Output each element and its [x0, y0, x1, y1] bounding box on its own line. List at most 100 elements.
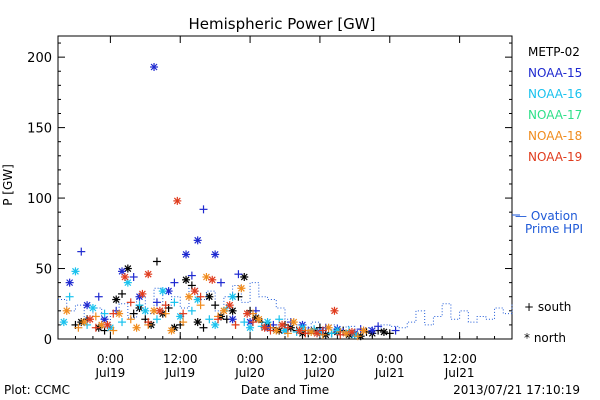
north-point [193, 318, 202, 327]
north-point [115, 309, 124, 318]
north-point [103, 320, 112, 329]
south-point [374, 322, 383, 331]
x-tick-label-date: Jul21 [444, 366, 475, 380]
data-points [59, 63, 400, 341]
south-point [248, 318, 257, 327]
north-point [182, 250, 191, 259]
x-tick-label-time: 12:00 [163, 352, 198, 366]
north-point [167, 326, 176, 335]
south-point [179, 318, 188, 327]
south-point [391, 326, 400, 335]
north-point [368, 326, 377, 335]
south-point [161, 301, 170, 310]
south-marker-legend: + south [524, 300, 571, 314]
south-point [187, 271, 196, 280]
y-axis-ticks: 0 50 100 150 200 [27, 42, 512, 348]
x-tick-label-time: 12:00 [303, 352, 338, 366]
footer-credit: Plot: CCMC [4, 383, 70, 397]
north-point [237, 284, 246, 293]
south-point [234, 270, 243, 279]
south-point [126, 315, 135, 324]
north-point [182, 275, 191, 284]
north-point [144, 270, 153, 279]
south-point [94, 292, 103, 301]
north-point [65, 278, 74, 287]
south-point [216, 278, 225, 287]
north-point [347, 327, 356, 336]
south-point [170, 278, 179, 287]
south-point [135, 301, 144, 310]
south-point [214, 315, 223, 324]
south-point [118, 318, 127, 327]
north-point [225, 301, 234, 310]
south-point [179, 309, 188, 318]
north-point [193, 236, 202, 245]
north-point [123, 264, 132, 273]
north-point [379, 327, 388, 336]
south-point [129, 272, 138, 281]
north-point [141, 306, 150, 315]
north-point [112, 295, 121, 304]
south-point [231, 320, 240, 329]
south-point [283, 323, 292, 332]
y-axis-label: P [GW] [1, 164, 15, 206]
north-point [164, 287, 173, 296]
north-point [211, 250, 220, 259]
north-point [295, 326, 304, 335]
legend-entry: METP-02 [528, 45, 580, 59]
north-point [228, 315, 237, 324]
x-tick-label-time: 0:00 [97, 352, 124, 366]
north-point [71, 267, 80, 276]
north-point [205, 292, 214, 301]
south-point [211, 301, 220, 310]
x-tick-label-time: 0:00 [376, 352, 403, 366]
north-point [190, 287, 199, 296]
north-point [219, 306, 228, 315]
north-point [359, 326, 368, 335]
south-point [152, 257, 161, 266]
y-tick-label: 0 [44, 333, 52, 348]
north-point [132, 323, 141, 332]
south-point [91, 323, 100, 332]
north-point [158, 287, 167, 296]
north-marker-legend: * north [524, 331, 566, 345]
south-point [385, 329, 394, 338]
north-point [62, 306, 71, 315]
south-point [144, 318, 153, 327]
north-point [342, 329, 351, 338]
north-point [123, 278, 132, 287]
south-point [74, 323, 83, 332]
north-point [254, 315, 263, 324]
south-point [205, 315, 214, 324]
south-point [336, 330, 345, 339]
legend-entry: NOAA-18 [528, 129, 582, 143]
north-point [330, 306, 339, 315]
footer-timestamp: 2013/07/21 17:10:19 [453, 383, 580, 397]
x-tick-label-time: 12:00 [442, 352, 477, 366]
x-tick-label-date: Jul19 [95, 366, 126, 380]
x-tick-label-date: Jul20 [304, 366, 335, 380]
north-point [208, 275, 217, 284]
legend-entry: NOAA-17 [528, 108, 582, 122]
ovation-label-line2: Prime HPI [525, 222, 583, 236]
y-tick-label: 50 [35, 263, 52, 278]
south-point [196, 301, 205, 310]
south-point [318, 326, 327, 335]
north-point [138, 289, 147, 298]
y-tick-label: 100 [27, 192, 52, 207]
north-point [120, 272, 129, 281]
south-point [301, 329, 310, 338]
chart-title: Hemispheric Power [GW] [189, 15, 376, 33]
north-point [278, 320, 287, 329]
north-point [59, 318, 68, 327]
legend: METP-02 NOAA-15 NOAA-16 NOAA-17 NOAA-18 NOAA-… [528, 45, 582, 164]
ovation-label-line1: — Ovation [515, 209, 578, 223]
north-point [263, 318, 272, 327]
north-point [155, 306, 164, 315]
y-tick-label: 150 [27, 122, 52, 137]
north-point [88, 303, 97, 312]
north-point [289, 318, 298, 327]
north-point [150, 306, 159, 315]
